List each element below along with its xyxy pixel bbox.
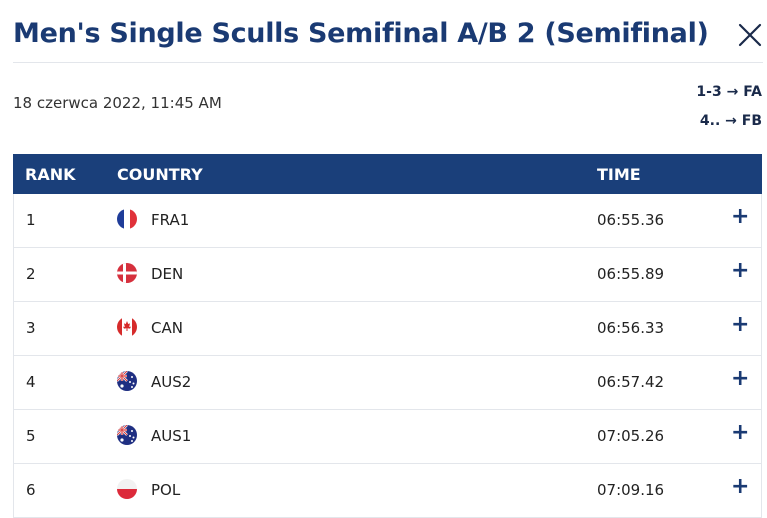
expand-row-button[interactable]: + [731, 258, 750, 283]
time-cell: 06:56.33 [597, 319, 665, 337]
rank-cell: 4 [26, 373, 36, 391]
poland-flag-icon [117, 479, 137, 499]
country-cell: CAN [151, 319, 183, 337]
australia-flag-icon [117, 371, 137, 391]
time-cell: 06:55.89 [597, 265, 665, 283]
page-title: Men's Single Sculls Semifinal A/B 2 (Sem… [13, 18, 709, 49]
country-column-header: COUNTRY [117, 165, 203, 184]
close-button[interactable] [735, 20, 765, 50]
rank-cell: 5 [26, 427, 36, 445]
rank-cell: 3 [26, 319, 36, 337]
close-icon[interactable] [735, 20, 765, 50]
expand-row-button[interactable]: + [731, 312, 750, 337]
time-cell: 06:55.36 [597, 211, 665, 229]
race-date: 18 czerwca 2022, 11:45 AM [13, 94, 222, 112]
expand-row-button[interactable]: + [731, 366, 750, 391]
header-divider [13, 62, 763, 63]
time-cell: 06:57.42 [597, 373, 665, 391]
rank-column-header: RANK [25, 165, 76, 184]
time-cell: 07:05.26 [597, 427, 665, 445]
table-row[interactable]: 4 AUS2 06:57.42 + [13, 356, 762, 410]
progression-rules: 1-3 → FA 4.. → FB [696, 78, 762, 136]
table-row[interactable]: 2 DEN 06:55.89 + [13, 248, 762, 302]
expand-row-button[interactable]: + [731, 474, 750, 499]
france-flag-icon [117, 209, 137, 229]
table-row[interactable]: 3 CAN 06:56.33 + [13, 302, 762, 356]
rank-cell: 6 [26, 481, 36, 499]
australia-flag-icon [117, 425, 137, 445]
results-table: RANK COUNTRY TIME 1 FRA1 06:55.36 + 2 DE… [13, 154, 762, 518]
canada-flag-icon [117, 317, 137, 337]
country-cell: FRA1 [151, 211, 190, 229]
time-column-header: TIME [597, 165, 641, 184]
country-cell: AUS1 [151, 427, 192, 445]
country-cell: AUS2 [151, 373, 192, 391]
table-row[interactable]: 6 POL 07:09.16 + [13, 464, 762, 518]
progression-rule-fb: 4.. → FB [699, 113, 762, 129]
rank-cell: 1 [26, 211, 36, 229]
country-cell: DEN [151, 265, 184, 283]
denmark-flag-icon [117, 263, 137, 283]
progression-rule-fa: 1-3 → FA [696, 84, 762, 100]
table-row[interactable]: 5 AUS1 07:05.26 + [13, 410, 762, 464]
rank-cell: 2 [26, 265, 36, 283]
expand-row-button[interactable]: + [731, 204, 750, 229]
time-cell: 07:09.16 [597, 481, 665, 499]
table-row[interactable]: 1 FRA1 06:55.36 + [13, 194, 762, 248]
country-cell: POL [151, 481, 181, 499]
table-header: RANK COUNTRY TIME [13, 154, 762, 194]
expand-row-button[interactable]: + [731, 420, 750, 445]
